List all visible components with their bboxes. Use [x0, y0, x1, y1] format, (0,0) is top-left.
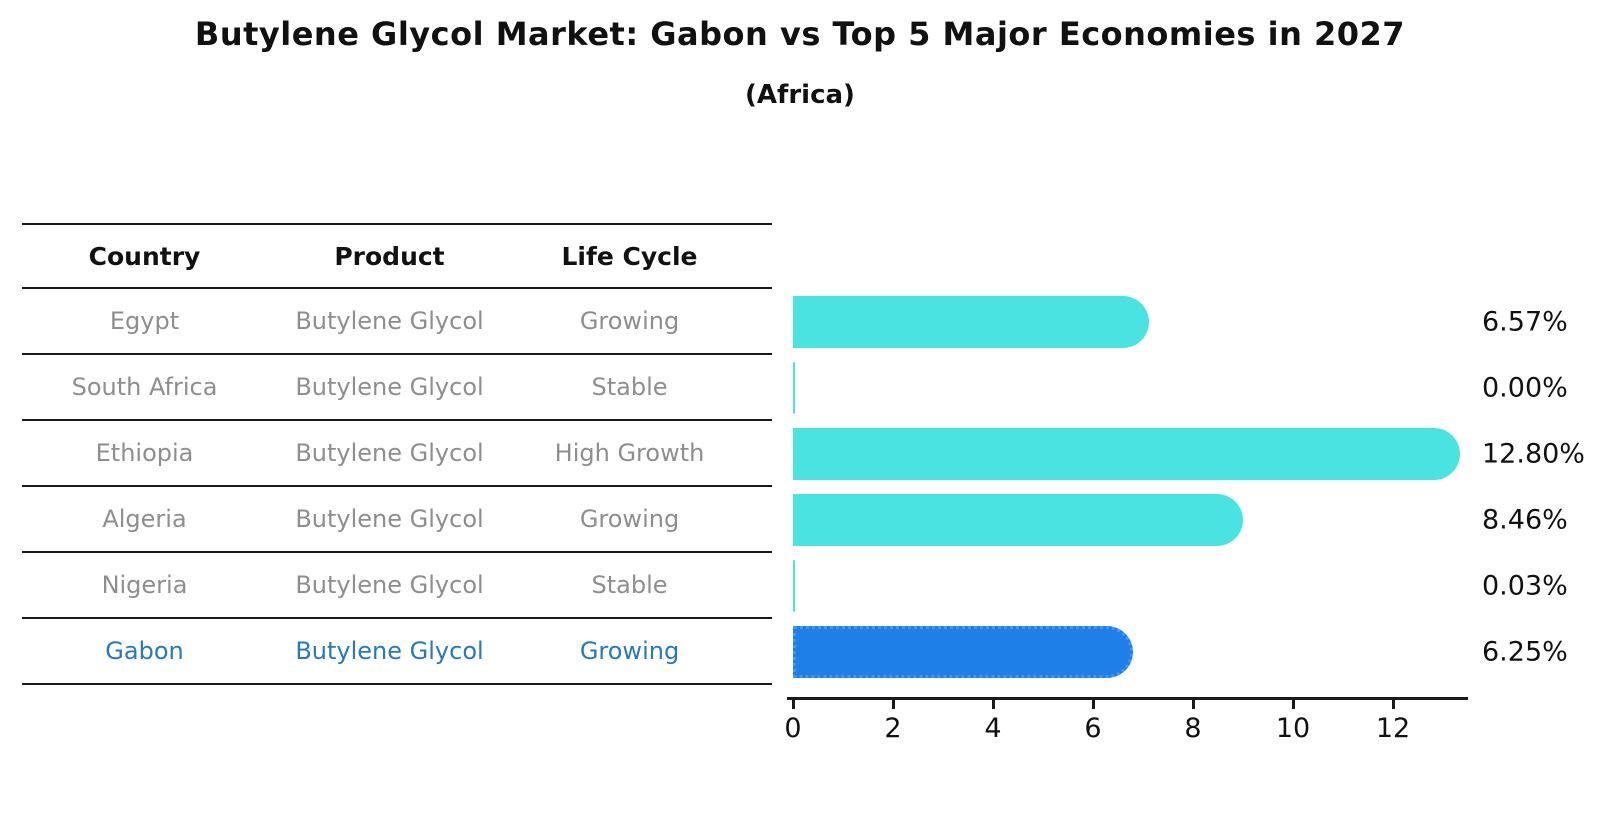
value-label-gabon: 6.25%: [1482, 636, 1568, 668]
product-cell: Butylene Glycol: [295, 373, 484, 401]
life-cycle-cell: Growing: [579, 637, 680, 665]
country-cell: Algeria: [102, 505, 187, 533]
value-label-south-africa: 0.00%: [1482, 372, 1568, 404]
x-tick-label: 10: [1275, 713, 1311, 744]
x-tick-mark: [992, 700, 995, 709]
country-cell: Gabon: [105, 637, 184, 665]
product-cell: Butylene Glycol: [295, 505, 484, 533]
x-axis: 0 2 4 6 8 10 12: [784, 697, 1468, 747]
x-tick-mark: [1092, 700, 1095, 709]
bar-nigeria: [793, 560, 795, 612]
country-cell: Ethiopia: [95, 439, 194, 467]
x-tick-label: 12: [1375, 713, 1411, 744]
life-cycle-cell: Growing: [579, 505, 680, 533]
bar-chart: 6.57% 0.00% 12.80% 8.46% 0.03% 6.25%: [793, 289, 1585, 685]
table-header-row: Country Product Life Cycle: [22, 223, 772, 289]
table-row-nigeria: Nigeria Butylene Glycol Stable: [22, 553, 772, 619]
x-tick-mark: [1192, 700, 1195, 709]
value-label-nigeria: 0.03%: [1482, 570, 1568, 602]
life-cycle-cell: Stable: [591, 373, 668, 401]
table-row-south-africa: South Africa Butylene Glycol Stable: [22, 355, 772, 421]
value-label-ethiopia: 12.80%: [1482, 438, 1585, 470]
table-row-ethiopia: Ethiopia Butylene Glycol High Growth: [22, 421, 772, 487]
bar-egypt: [793, 296, 1149, 348]
x-tick-mark: [792, 700, 795, 709]
table-header-product: Product: [334, 241, 445, 271]
x-tick-label: 0: [784, 713, 802, 744]
table-header-lifecycle: Life Cycle: [561, 241, 698, 271]
country-cell: Egypt: [109, 307, 180, 335]
x-tick-label: 2: [884, 713, 902, 744]
life-cycle-cell: Growing: [579, 307, 680, 335]
product-cell: Butylene Glycol: [295, 637, 484, 665]
table-row-egypt: Egypt Butylene Glycol Growing: [22, 289, 772, 355]
page-subtitle: (Africa): [745, 80, 855, 110]
product-cell: Butylene Glycol: [295, 571, 484, 599]
x-tick-mark: [1292, 700, 1295, 709]
product-cell: Butylene Glycol: [295, 439, 484, 467]
country-cell: South Africa: [71, 373, 218, 401]
x-tick-mark: [892, 700, 895, 709]
value-label-egypt: 6.57%: [1482, 306, 1568, 338]
x-axis-line: [787, 697, 1468, 700]
x-tick-label: 8: [1184, 713, 1202, 744]
x-tick-label: 6: [1084, 713, 1102, 744]
table-row-algeria: Algeria Butylene Glycol Growing: [22, 487, 772, 553]
life-cycle-cell: High Growth: [554, 439, 705, 467]
x-tick-mark: [1392, 700, 1395, 709]
bar-south-africa: [793, 362, 795, 414]
country-cell: Nigeria: [101, 571, 188, 599]
life-cycle-cell: Stable: [591, 571, 668, 599]
x-tick-label: 4: [984, 713, 1002, 744]
product-cell: Butylene Glycol: [295, 307, 484, 335]
table-row-gabon: Gabon Butylene Glycol Growing: [22, 619, 772, 685]
value-label-algeria: 8.46%: [1482, 504, 1568, 536]
bar-gabon-highlight: [793, 626, 1133, 678]
page-title: Butylene Glycol Market: Gabon vs Top 5 M…: [194, 15, 1406, 53]
comparison-table: Country Product Life Cycle Egypt Butylen…: [22, 223, 772, 685]
bar-ethiopia: [793, 428, 1460, 480]
table-header-country: Country: [88, 241, 201, 271]
bar-algeria: [793, 494, 1243, 546]
